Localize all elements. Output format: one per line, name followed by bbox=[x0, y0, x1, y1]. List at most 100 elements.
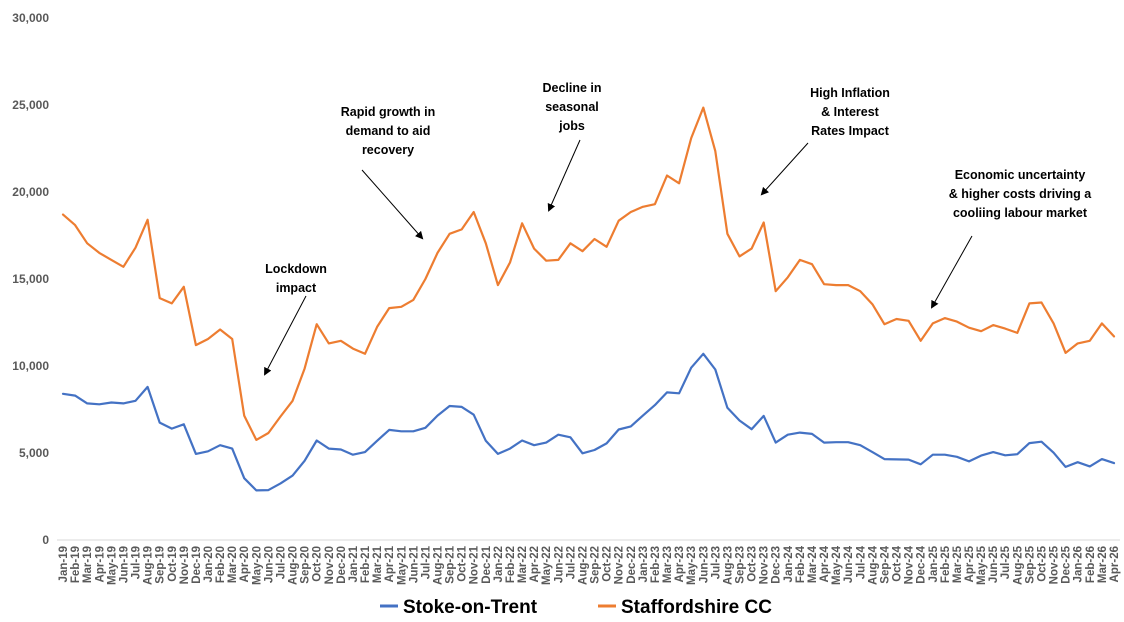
x-tick-label: Apr-21 bbox=[384, 545, 396, 582]
annotation-text: Rapid growth in bbox=[341, 105, 435, 119]
x-tick-label: Mar-24 bbox=[807, 545, 819, 583]
x-tick-label: Jun-20 bbox=[263, 546, 275, 583]
annotation-text: Economic uncertainty bbox=[955, 168, 1086, 182]
x-tick-label: Apr-25 bbox=[964, 545, 976, 582]
x-tick-label: May-23 bbox=[686, 546, 698, 585]
annotation-text: High Inflation bbox=[810, 86, 890, 100]
x-tick-label: Nov-23 bbox=[759, 546, 771, 584]
x-tick-label: Sep-23 bbox=[734, 546, 746, 584]
x-tick-label: Dec-25 bbox=[1061, 545, 1073, 583]
x-tick-label: Mar-19 bbox=[82, 546, 94, 583]
x-tick-label: Nov-19 bbox=[179, 546, 191, 584]
annotation-text: seasonal bbox=[545, 100, 599, 114]
annotation-arrow bbox=[760, 142, 809, 196]
x-axis-tick-labels: Jan-19 Feb-19 Mar-19 Apr-19 May-19 Jun-19 Jul-… bbox=[58, 545, 1121, 585]
annotation-text: & Interest bbox=[821, 105, 879, 119]
x-tick-label: Jun-22 bbox=[553, 546, 565, 583]
x-tick-label: Jun-23 bbox=[698, 546, 710, 583]
x-tick-label: Mar-25 bbox=[952, 545, 964, 583]
x-tick-label: Jun-24 bbox=[843, 545, 855, 583]
x-tick-label: Feb-21 bbox=[360, 545, 372, 583]
annotation-text: impact bbox=[276, 281, 317, 295]
annotation-arrow bbox=[931, 235, 973, 309]
x-tick-label: Aug-20 bbox=[288, 546, 300, 585]
x-tick-label: Jul-22 bbox=[565, 546, 577, 579]
y-tick-label: 25,000 bbox=[12, 98, 49, 112]
x-tick-label: Oct-23 bbox=[747, 546, 759, 582]
x-tick-label: Feb-26 bbox=[1085, 546, 1097, 583]
annotations: Lockdown impact Rapid growth in demand to a… bbox=[264, 81, 1092, 376]
y-tick-label: 0 bbox=[42, 533, 49, 547]
x-tick-label: Jan-26 bbox=[1073, 546, 1085, 582]
x-tick-label: Aug-22 bbox=[577, 546, 589, 585]
legend-label: Staffordshire CC bbox=[621, 597, 772, 618]
x-tick-label: Jul-20 bbox=[275, 546, 287, 579]
legend-label: Stoke-on-Trent bbox=[403, 597, 538, 618]
annotation-text: & higher costs driving a bbox=[949, 187, 1092, 201]
x-tick-label: Dec-21 bbox=[481, 545, 493, 583]
x-tick-label: Mar-21 bbox=[372, 545, 384, 583]
series-line-stoke-on-trent bbox=[61, 352, 1116, 492]
x-tick-label: Sep-24 bbox=[879, 545, 891, 583]
x-tick-label: Feb-22 bbox=[505, 546, 517, 583]
x-tick-label: May-20 bbox=[251, 546, 263, 585]
x-tick-label: Jan-20 bbox=[203, 546, 215, 582]
x-tick-label: Aug-19 bbox=[143, 546, 155, 585]
x-tick-label: Jan-23 bbox=[638, 546, 650, 582]
x-tick-label: Dec-20 bbox=[336, 546, 348, 584]
x-tick-label: Jun-21 bbox=[408, 545, 420, 583]
x-tick-label: Jun-25 bbox=[988, 545, 1000, 583]
x-tick-label: Feb-19 bbox=[70, 546, 82, 583]
annotation-text: Lockdown bbox=[265, 262, 327, 276]
x-tick-label: Aug-24 bbox=[867, 545, 879, 585]
x-tick-label: Oct-19 bbox=[167, 546, 179, 582]
series-lines bbox=[61, 106, 1116, 492]
x-tick-label: Dec-22 bbox=[626, 546, 638, 584]
x-tick-label: Nov-21 bbox=[469, 545, 481, 584]
x-tick-label: Oct-22 bbox=[602, 546, 614, 582]
x-tick-label: Feb-23 bbox=[650, 546, 662, 583]
x-tick-label: Mar-20 bbox=[227, 546, 239, 583]
x-tick-label: Dec-19 bbox=[191, 546, 203, 584]
annotation-text: Rates Impact bbox=[811, 124, 890, 138]
x-tick-label: Jan-25 bbox=[928, 545, 940, 582]
x-tick-label: Feb-24 bbox=[795, 545, 807, 583]
x-tick-label: Aug-25 bbox=[1012, 545, 1024, 585]
x-tick-label: Jan-22 bbox=[493, 546, 505, 582]
y-tick-label: 10,000 bbox=[12, 359, 49, 373]
annotation-arrow bbox=[264, 295, 307, 376]
x-tick-label: Oct-20 bbox=[312, 546, 324, 582]
x-tick-label: May-19 bbox=[106, 546, 118, 585]
y-tick-label: 30,000 bbox=[12, 11, 49, 25]
annotation-text: cooliing labour market bbox=[953, 206, 1088, 220]
annotation-text: recovery bbox=[362, 143, 414, 157]
x-tick-label: Apr-23 bbox=[674, 546, 686, 582]
x-tick-label: Dec-24 bbox=[916, 545, 928, 583]
x-tick-label: Jan-21 bbox=[348, 545, 360, 582]
legend: Stoke-on-Trent Staffordshire CC bbox=[380, 597, 772, 618]
x-tick-label: Apr-26 bbox=[1109, 546, 1121, 582]
annotation-arrow bbox=[361, 169, 424, 240]
x-tick-label: Jun-19 bbox=[118, 546, 130, 583]
x-tick-label: May-24 bbox=[831, 545, 843, 585]
x-tick-label: Nov-25 bbox=[1049, 545, 1061, 584]
x-tick-label: Sep-22 bbox=[590, 546, 602, 584]
x-tick-label: Mar-23 bbox=[662, 546, 674, 583]
x-tick-label: Jul-24 bbox=[855, 545, 867, 579]
x-tick-label: Apr-24 bbox=[819, 545, 831, 582]
x-tick-label: Sep-20 bbox=[300, 546, 312, 584]
x-tick-label: May-22 bbox=[541, 546, 553, 585]
x-tick-label: Jul-21 bbox=[420, 545, 432, 579]
x-tick-label: Sep-25 bbox=[1024, 545, 1036, 583]
x-tick-label: Feb-20 bbox=[215, 546, 227, 583]
x-tick-label: Oct-25 bbox=[1036, 545, 1048, 581]
x-tick-label: Jul-23 bbox=[710, 546, 722, 579]
x-tick-label: Jul-19 bbox=[131, 546, 143, 579]
x-tick-label: Jul-25 bbox=[1000, 545, 1012, 579]
x-tick-label: Nov-20 bbox=[324, 546, 336, 584]
x-tick-label: Aug-23 bbox=[722, 546, 734, 585]
x-tick-label: Dec-23 bbox=[771, 546, 783, 584]
annotation-text: demand to aid bbox=[346, 124, 431, 138]
y-tick-label: 5,000 bbox=[19, 446, 49, 460]
annotation-text: jobs bbox=[558, 119, 585, 133]
